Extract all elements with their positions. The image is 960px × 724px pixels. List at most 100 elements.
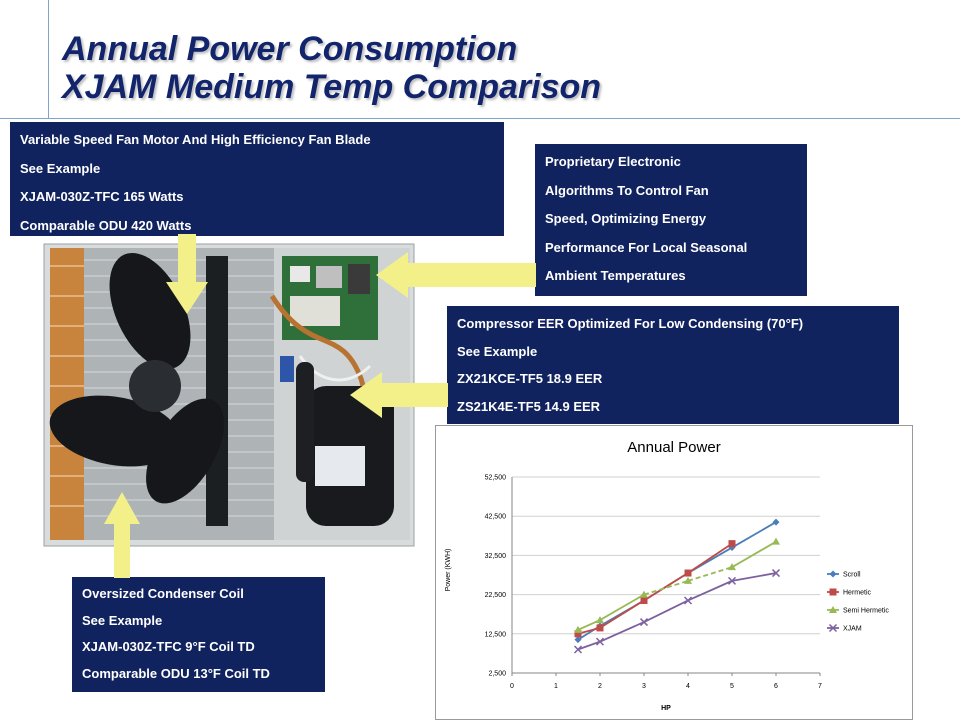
y-axis-label: Power (KWH)	[445, 549, 452, 592]
y-tick-label: 32,500	[485, 553, 507, 560]
data-point	[684, 576, 692, 584]
series-line-segment	[731, 572, 777, 582]
legend-item: Scroll	[827, 570, 861, 579]
data-point	[573, 645, 583, 654]
legend-label: Scroll	[843, 572, 861, 579]
callout-compressor: Compressor EER Optimized For Low Condens…	[447, 306, 899, 424]
callout-electronic-algorithms: Proprietary Electronic Algorithms To Con…	[535, 144, 807, 296]
series-line-segment	[577, 640, 601, 651]
callout-comp-line-3: ZX21KCE-TF5 18.9 EER	[457, 371, 603, 386]
chart-series	[573, 518, 781, 654]
series-line-segment	[599, 593, 645, 621]
marker-stroke	[828, 623, 838, 633]
chart-axes: 2,500 12,500 22,500 32,500 42,500 52,500 0 1 2 3 4…	[485, 475, 822, 691]
callout-fan-line-4: Comparable ODU 420 Watts	[20, 217, 192, 233]
series-line-segment	[687, 580, 733, 602]
title-line-1: Annual Power Consumption	[62, 30, 518, 68]
series-line-segment	[731, 540, 777, 568]
data-point	[683, 596, 693, 605]
callout-coil-line-4: Comparable ODU 13°F Coil TD	[82, 665, 270, 681]
callout-fan-line-2: See Example	[20, 160, 101, 176]
data-point	[772, 537, 780, 545]
annual-power-chart: Annual Power 2,500 12,500 22,500 32,500 42,5…	[435, 425, 913, 720]
x-tick-label: 2	[598, 683, 602, 690]
x-tick-label: 0	[510, 683, 514, 690]
legend-label: XJAM	[843, 626, 862, 633]
x-tick-label: 6	[774, 683, 778, 690]
callout-coil-line-3: XJAM-030Z-TFC 9°F Coil TD	[82, 639, 255, 654]
callout-fan-motor: Variable Speed Fan Motor And High Effici…	[10, 122, 504, 236]
x-tick-label: 4	[686, 683, 690, 690]
data-point	[727, 576, 737, 585]
legend-item: Hermetic	[827, 588, 872, 597]
callout-comp-line-1: Compressor EER Optimized For Low Condens…	[457, 316, 804, 331]
x-axis-label: HP	[661, 705, 671, 712]
series-line-segment	[577, 619, 601, 631]
arrow-left-icon	[376, 252, 536, 298]
title-divider-vertical	[48, 0, 49, 118]
legend-item: Semi Hermetic	[827, 606, 889, 615]
data-point	[728, 563, 736, 571]
data-point	[639, 618, 649, 627]
callout-algo-line-1: Proprietary Electronic	[545, 154, 681, 169]
legend-item: XJAM	[827, 623, 862, 633]
callout-condenser-coil: Oversized Condenser Coil See Example XJA…	[72, 577, 325, 692]
y-tick-label: 12,500	[485, 631, 507, 638]
callout-algo-line-5: Ambient Temperatures	[545, 268, 686, 284]
chart-svg: Annual Power 2,500 12,500 22,500 32,500 42,5…	[445, 439, 889, 712]
series-semi-hermetic	[574, 537, 780, 633]
marker-stroke	[771, 569, 781, 578]
data-point	[640, 596, 648, 604]
x-tick-label: 5	[730, 683, 734, 690]
callout-fan-line-3: XJAM-030Z-TFC 165 Watts	[20, 189, 184, 204]
page-title: Annual Power Consumption XJAM Medium Tem…	[62, 30, 601, 106]
series-line-segment	[643, 572, 689, 602]
series-hermetic	[574, 540, 736, 638]
x-tick-label: 7	[818, 683, 822, 690]
callout-algo-line-3: Speed, Optimizing Energy	[545, 211, 707, 227]
y-tick-label: 2,500	[488, 671, 506, 678]
data-point	[595, 637, 605, 646]
data-point	[640, 590, 648, 598]
series-line-segment	[599, 621, 645, 643]
callout-algo-line-4: Performance For Local Seasonal	[545, 239, 748, 255]
callout-comp-line-4: ZS21K4E-TF5 14.9 EER	[457, 398, 601, 414]
data-point	[574, 636, 582, 644]
marker-stroke	[573, 645, 583, 654]
series-line-segment	[643, 599, 689, 623]
legend-swatch-marker	[829, 588, 837, 596]
title-line-2: XJAM Medium Temp Comparison	[62, 68, 602, 106]
x-tick-label: 3	[642, 683, 646, 690]
data-point	[684, 569, 692, 577]
condenser-coil	[50, 248, 84, 540]
y-tick-label: 42,500	[485, 514, 507, 521]
y-tick-label: 52,500	[485, 475, 507, 482]
chart-legend: Scroll Hermetic Semi Hermetic XJAM	[827, 570, 889, 633]
marker-stroke	[727, 576, 737, 585]
legend-label: Semi Hermetic	[843, 608, 889, 615]
legend-label: Hermetic	[843, 590, 872, 597]
legend-swatch-marker	[828, 623, 838, 633]
marker-stroke	[639, 618, 649, 627]
callout-coil-line-2: See Example	[82, 612, 163, 628]
series-line-segment	[687, 542, 733, 574]
arrow-down-icon	[166, 234, 208, 314]
arrow-left-icon	[350, 372, 448, 418]
data-point	[772, 518, 780, 526]
data-point	[574, 630, 582, 638]
callout-coil-line-1: Oversized Condenser Coil	[82, 586, 244, 601]
marker-stroke	[595, 637, 605, 646]
compressor	[306, 386, 394, 526]
arrow-up-icon	[104, 492, 140, 578]
data-point	[596, 616, 604, 624]
marker-stroke	[683, 596, 693, 605]
callout-comp-line-2: See Example	[457, 343, 538, 359]
series-xjam	[573, 569, 781, 654]
title-divider-horizontal	[0, 118, 960, 119]
series-line-segment	[599, 599, 645, 629]
chart-title: Annual Power	[627, 439, 720, 456]
series-line-segment	[731, 521, 777, 549]
y-tick-label: 22,500	[485, 592, 507, 599]
legend-swatch-marker	[829, 570, 837, 578]
x-tick-label: 1	[554, 683, 558, 690]
